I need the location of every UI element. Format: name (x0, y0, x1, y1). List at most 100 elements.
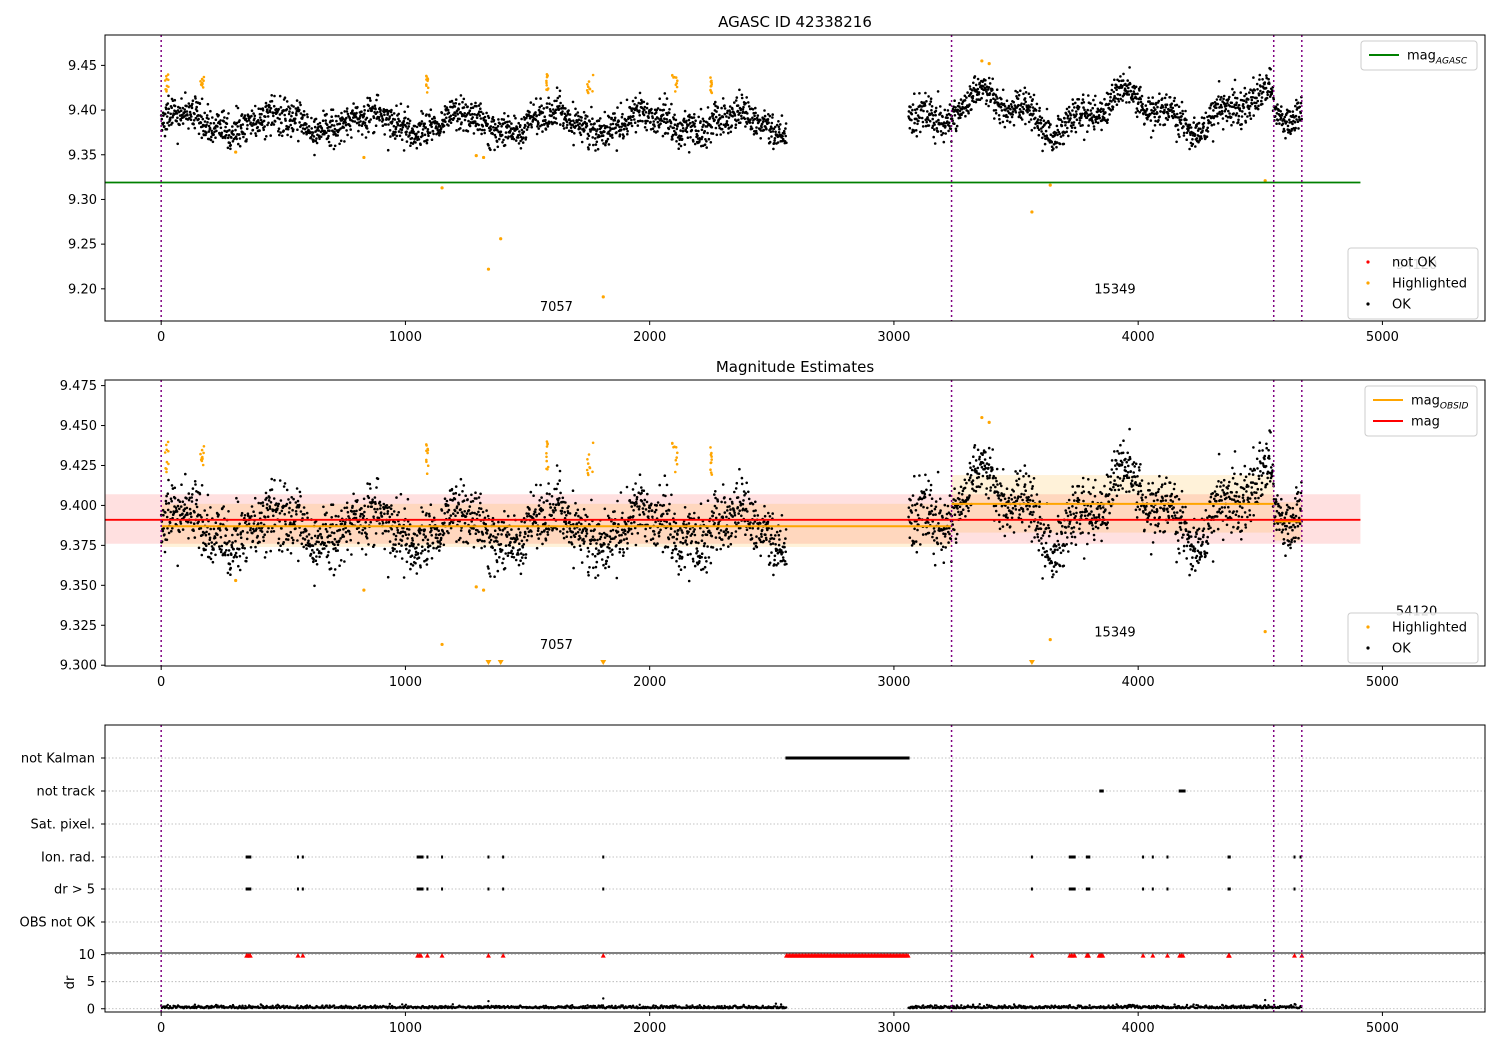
ok-point (1224, 107, 1228, 111)
ok-point (319, 551, 323, 555)
ok-point (425, 113, 428, 116)
ok-point (319, 135, 323, 139)
ok-point (704, 138, 707, 141)
ok-point (636, 531, 640, 535)
ok-point (188, 116, 191, 120)
ok-point (620, 125, 623, 128)
ok-point (575, 522, 579, 525)
ok-point (656, 107, 660, 110)
ok-point (233, 554, 237, 557)
ok-point (941, 131, 945, 135)
ok-point (183, 515, 186, 518)
ok-point (284, 523, 287, 526)
ok-point (430, 534, 434, 537)
ok-point (408, 119, 412, 123)
ok-point (1049, 133, 1053, 136)
ok-point (610, 133, 614, 137)
ok-point (582, 110, 586, 114)
ok-point (348, 532, 352, 536)
ok-point (310, 127, 314, 130)
ok-point (298, 121, 301, 124)
ok-point (644, 527, 647, 531)
ok-point (1135, 115, 1139, 119)
ok-point (1056, 133, 1059, 137)
ok-point (734, 123, 738, 126)
ok-point (251, 124, 254, 127)
ok-point (1274, 115, 1277, 118)
ok-point (506, 514, 510, 518)
legend-dot-swatch (1366, 281, 1370, 285)
ok-point (205, 131, 208, 134)
ok-point (439, 130, 442, 133)
ok-point (366, 505, 370, 508)
highlighted-outlier-point (987, 62, 991, 66)
ok-point (777, 125, 781, 129)
ok-point (552, 108, 555, 111)
ok-point (245, 119, 249, 123)
ok-point (606, 137, 610, 141)
ok-point (340, 509, 343, 512)
ok-point (645, 106, 649, 110)
ok-point (481, 112, 485, 115)
ok-point (222, 505, 225, 508)
ok-point (360, 547, 364, 551)
x-tick-label: 1000 (389, 330, 422, 345)
ok-point (361, 512, 364, 516)
ok-point (496, 569, 500, 573)
ok-point (1299, 101, 1303, 105)
ok-point (563, 112, 566, 116)
ok-point (522, 116, 526, 119)
ok-point (343, 560, 346, 563)
ok-point (642, 489, 646, 493)
ok-point (675, 140, 678, 143)
ok-point (643, 535, 647, 538)
ok-point (744, 125, 747, 128)
ok-point (767, 113, 770, 116)
ok-point (1087, 94, 1090, 97)
ok-point (504, 131, 508, 134)
ok-point (298, 101, 302, 104)
ok-point (186, 520, 190, 524)
ok-point (497, 118, 500, 121)
ok-point (1295, 118, 1298, 121)
ok-point (1041, 149, 1044, 153)
ok-point (593, 554, 597, 558)
highlighted-point (167, 78, 170, 82)
ok-point (386, 575, 390, 579)
ok-point (1080, 116, 1083, 120)
ok-point (453, 105, 457, 108)
ok-point (630, 521, 633, 525)
ok-point (412, 130, 415, 133)
ok-point (352, 492, 355, 496)
ok-point (223, 116, 226, 119)
highlighted-point (672, 76, 675, 79)
ok-point (1231, 93, 1235, 97)
ok-point (596, 574, 600, 577)
ok-point (536, 533, 539, 536)
ok-point (770, 127, 774, 130)
ok-point (421, 134, 424, 137)
ok-point (338, 122, 342, 126)
ok-point (680, 137, 684, 141)
ok-point (977, 91, 981, 94)
ok-point (234, 529, 238, 532)
ok-point (498, 556, 501, 559)
ok-point (930, 105, 934, 108)
ok-point (305, 529, 308, 532)
ok-point (330, 123, 334, 127)
ok-point (613, 510, 616, 513)
ok-point (620, 533, 623, 537)
ok-point (290, 114, 293, 118)
ok-point (310, 116, 313, 120)
ok-point (297, 559, 300, 563)
ok-point (442, 543, 446, 547)
ok-point (597, 119, 601, 123)
ok-point (538, 499, 541, 502)
ok-point (1012, 123, 1016, 127)
ok-point (163, 125, 166, 128)
ok-point (187, 498, 191, 502)
ok-point (699, 120, 702, 123)
ok-point (367, 496, 371, 500)
ok-point (614, 535, 617, 539)
ok-point (426, 557, 429, 561)
